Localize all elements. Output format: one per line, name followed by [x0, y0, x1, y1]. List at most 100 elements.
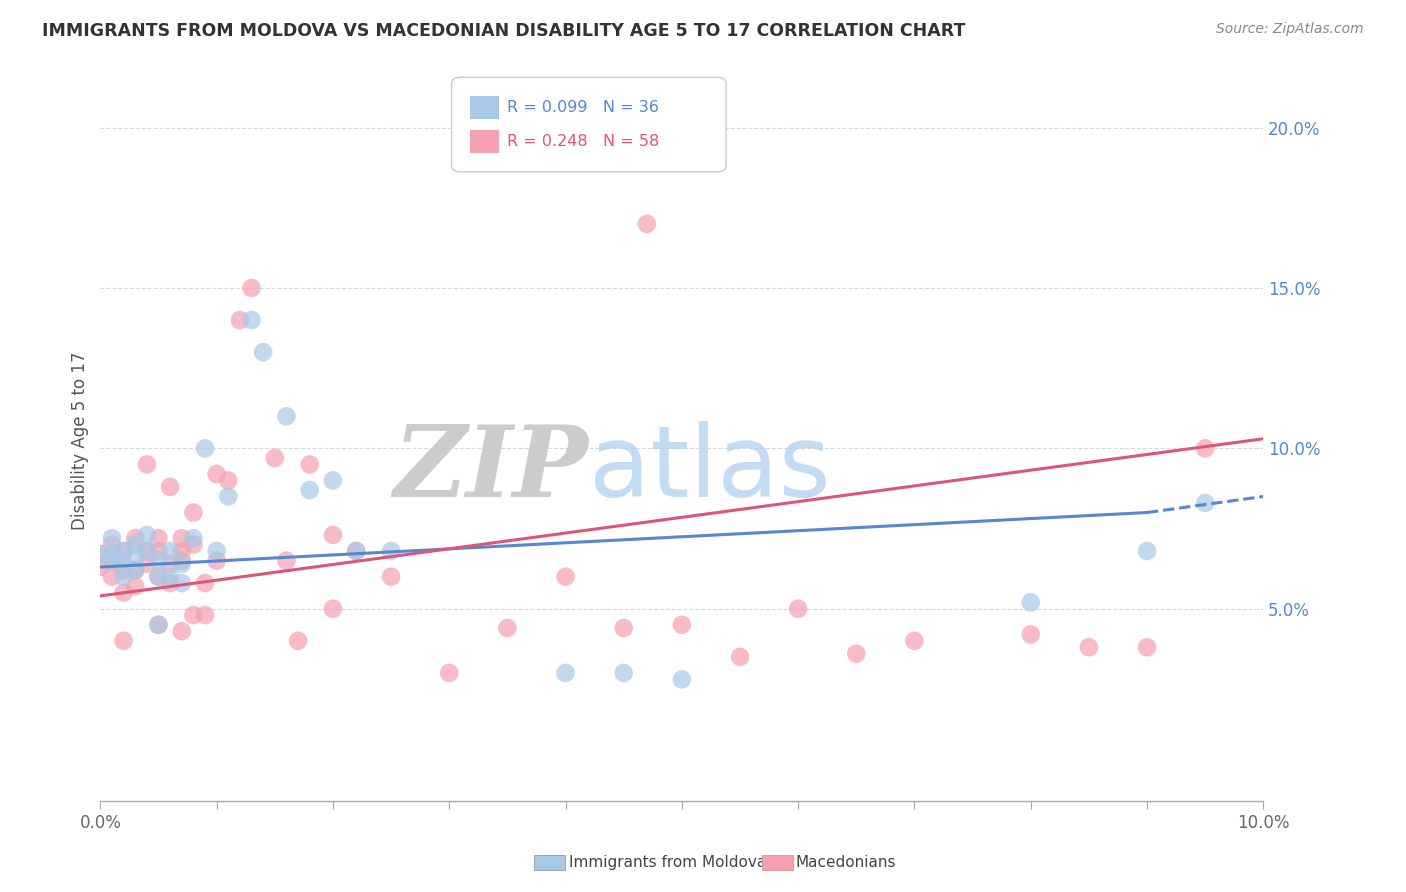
Point	[787, 601, 810, 615]
Point	[124, 538, 146, 552]
Point	[183, 506, 205, 520]
Point	[344, 544, 367, 558]
Point	[135, 458, 157, 472]
Point	[101, 538, 124, 552]
Point	[903, 633, 925, 648]
Point	[240, 313, 263, 327]
Point	[148, 569, 170, 583]
Point	[205, 467, 228, 481]
Point	[217, 490, 239, 504]
Point	[496, 621, 519, 635]
Point	[1077, 640, 1099, 655]
Text: ZIP: ZIP	[394, 421, 589, 517]
Point	[613, 621, 636, 635]
Point	[148, 617, 170, 632]
Point	[112, 633, 135, 648]
Text: R = 0.248   N = 58: R = 0.248 N = 58	[508, 134, 659, 149]
Point	[194, 442, 217, 456]
Point	[148, 531, 170, 545]
Point	[159, 576, 181, 591]
Point	[1194, 496, 1216, 510]
Point	[101, 531, 124, 545]
Point	[1019, 595, 1042, 609]
Point	[135, 544, 157, 558]
Point	[240, 281, 263, 295]
Point	[101, 569, 124, 583]
Text: Source: ZipAtlas.com: Source: ZipAtlas.com	[1216, 22, 1364, 37]
Point	[159, 544, 181, 558]
Y-axis label: Disability Age 5 to 17: Disability Age 5 to 17	[72, 351, 89, 530]
Point	[159, 557, 181, 571]
Text: R = 0.099   N = 36: R = 0.099 N = 36	[508, 100, 659, 115]
Point	[170, 576, 193, 591]
Point	[148, 544, 170, 558]
Point	[1136, 544, 1159, 558]
Point	[135, 528, 157, 542]
Point	[170, 554, 193, 568]
Point	[135, 544, 157, 558]
Point	[636, 217, 658, 231]
Point	[112, 585, 135, 599]
Point	[124, 563, 146, 577]
Point	[205, 544, 228, 558]
FancyBboxPatch shape	[470, 96, 499, 120]
Point	[148, 569, 170, 583]
Point	[124, 579, 146, 593]
Point	[159, 569, 181, 583]
Point	[89, 547, 111, 561]
Point	[101, 547, 124, 561]
Point	[194, 608, 217, 623]
Point	[183, 538, 205, 552]
Point	[135, 557, 157, 571]
Point	[322, 528, 344, 542]
Point	[276, 554, 298, 568]
Point	[101, 554, 124, 568]
FancyBboxPatch shape	[451, 78, 725, 172]
Point	[170, 557, 193, 571]
Point	[112, 544, 135, 558]
Text: Immigrants from Moldova: Immigrants from Moldova	[569, 855, 766, 870]
Point	[124, 550, 146, 565]
Point	[263, 450, 285, 465]
Point	[252, 345, 274, 359]
Point	[148, 554, 170, 568]
Point	[112, 569, 135, 583]
Point	[671, 617, 693, 632]
Point	[183, 608, 205, 623]
Point	[380, 569, 402, 583]
Point	[89, 560, 111, 574]
Point	[1136, 640, 1159, 655]
Point	[298, 483, 321, 497]
Point	[439, 665, 461, 680]
Point	[845, 647, 868, 661]
Point	[124, 531, 146, 545]
Text: Macedonians: Macedonians	[796, 855, 896, 870]
Point	[380, 544, 402, 558]
Point	[101, 554, 124, 568]
Point	[276, 409, 298, 424]
Point	[159, 480, 181, 494]
Point	[322, 601, 344, 615]
Point	[229, 313, 252, 327]
Point	[183, 531, 205, 545]
Point	[554, 665, 576, 680]
Point	[170, 544, 193, 558]
Point	[554, 569, 576, 583]
Point	[1194, 442, 1216, 456]
Point	[112, 557, 135, 571]
Text: IMMIGRANTS FROM MOLDOVA VS MACEDONIAN DISABILITY AGE 5 TO 17 CORRELATION CHART: IMMIGRANTS FROM MOLDOVA VS MACEDONIAN DI…	[42, 22, 966, 40]
Text: atlas: atlas	[589, 421, 831, 517]
Point	[671, 673, 693, 687]
Point	[148, 617, 170, 632]
Point	[298, 458, 321, 472]
Point	[112, 544, 135, 558]
Point	[217, 474, 239, 488]
Point	[112, 563, 135, 577]
Point	[287, 633, 309, 648]
Point	[124, 563, 146, 577]
Point	[194, 576, 217, 591]
Point	[205, 554, 228, 568]
Point	[322, 474, 344, 488]
Point	[1019, 627, 1042, 641]
Point	[89, 547, 111, 561]
